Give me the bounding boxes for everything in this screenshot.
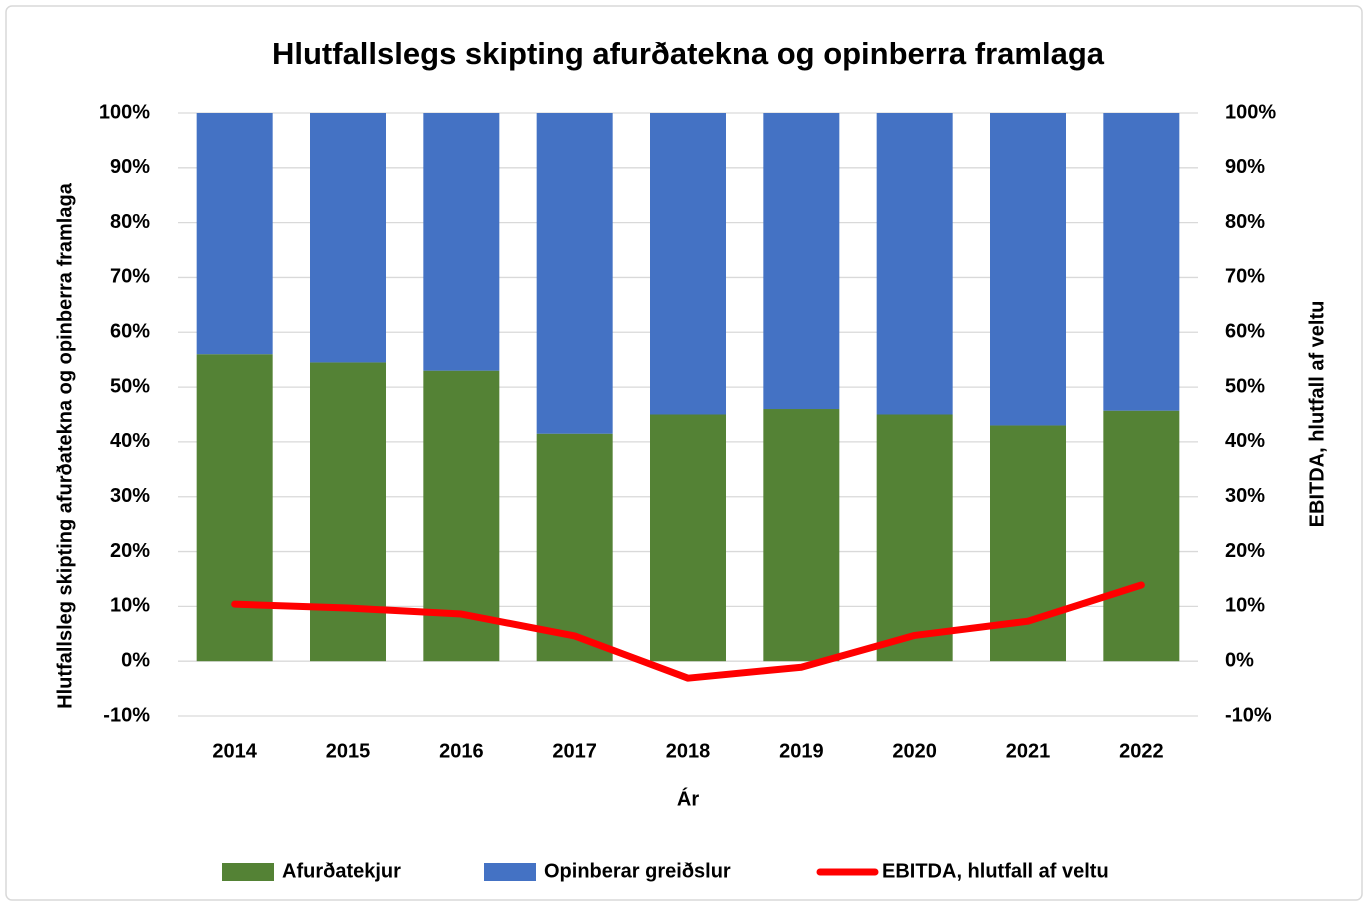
y-axis-title: Hlutfallsleg skipting afurðatekna og opi… (54, 182, 76, 709)
y2-tick-label: 50% (1225, 375, 1265, 397)
bar (763, 409, 840, 662)
y-tick-label: 80% (110, 211, 150, 233)
bar (990, 113, 1066, 426)
legend-swatch (222, 863, 274, 881)
y2-tick-label: 10% (1225, 595, 1265, 617)
bar (763, 113, 840, 410)
y-tick-label: 100% (99, 101, 150, 123)
x-tick-label: 2019 (779, 740, 824, 762)
y-tick-label: 20% (110, 540, 150, 562)
bar (1103, 113, 1180, 411)
y2-tick-label: 80% (1225, 211, 1265, 233)
bar (423, 113, 500, 371)
line (231, 581, 1145, 682)
y2-axis-title: EBITDA, hlutfall af veltu (1306, 301, 1328, 528)
y-tick-label: 40% (110, 430, 150, 452)
y2-tick-label: -10% (1225, 704, 1272, 726)
y-tick-label: 50% (110, 375, 150, 397)
y-tick-label: -10% (103, 704, 150, 726)
y-tick-label: 30% (110, 485, 150, 507)
y2-tick-label: 40% (1225, 430, 1265, 452)
y-tick-label: 60% (110, 321, 150, 343)
x-axis-title: Ár (677, 787, 699, 810)
bar (310, 362, 386, 662)
y-tick-label: 0% (121, 649, 150, 671)
bar (1103, 410, 1180, 662)
y2-tick-label: 30% (1225, 485, 1265, 507)
x-tick-label: 2018 (666, 740, 711, 762)
bar (650, 113, 726, 415)
y-tick-label: 10% (110, 595, 150, 617)
bar (196, 113, 273, 355)
x-tick-label: 2015 (326, 740, 371, 762)
y2-tick-label: 0% (1225, 649, 1254, 671)
bar (310, 113, 386, 363)
legend-label: EBITDA, hlutfall af veltu (882, 860, 1109, 882)
y-tick-label: 70% (110, 266, 150, 288)
bar (536, 113, 613, 434)
x-tick-label: 2020 (892, 740, 937, 762)
y2-tick-label: 60% (1225, 321, 1265, 343)
legend-label: Afurðatekjur (282, 860, 401, 882)
y2-tick-label: 90% (1225, 156, 1265, 178)
bar (650, 414, 726, 662)
legend-label: Opinberar greiðslur (544, 860, 731, 882)
bar (196, 354, 273, 662)
x-tick-label: 2016 (439, 740, 484, 762)
y2-tick-label: 70% (1225, 266, 1265, 288)
y2-tick-label: 100% (1225, 101, 1276, 123)
y2-tick-label: 20% (1225, 540, 1265, 562)
bar (876, 113, 953, 415)
legend-swatch (484, 863, 536, 881)
x-tick-label: 2022 (1119, 740, 1164, 762)
bar (536, 433, 613, 662)
x-tick-label: 2021 (1006, 740, 1051, 762)
x-tick-label: 2017 (552, 740, 597, 762)
y-tick-label: 90% (110, 156, 150, 178)
chart-title: Hlutfallslegs skipting afurðatekna og op… (272, 36, 1105, 71)
bar (876, 414, 953, 662)
x-tick-label: 2014 (212, 740, 257, 762)
